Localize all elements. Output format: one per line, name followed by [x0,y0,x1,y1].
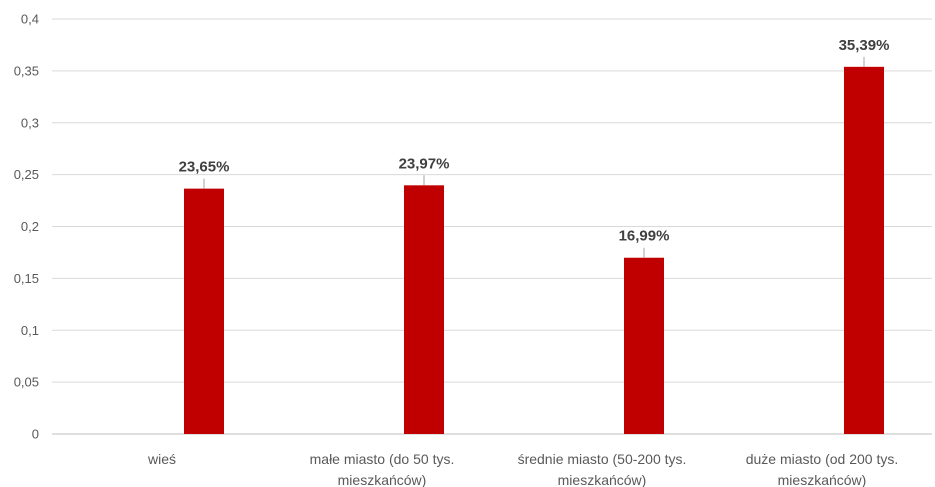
x-category-label-line: średnie miasto (50-200 tys. [518,451,687,467]
y-tick-label: 0,1 [21,323,39,338]
bar [624,257,664,434]
data-label: 23,97% [399,155,450,172]
bar [404,185,444,434]
data-label: 23,65% [179,159,230,176]
x-category-label: średnie miasto (50-200 tys. mieszkańców) [518,451,687,487]
data-label: 16,99% [619,228,670,245]
x-category-label-line: wieś [147,451,176,467]
y-tick-label: 0,3 [21,115,39,130]
y-tick-label: 0 [32,427,39,442]
y-tick-label: 0,05 [14,375,39,390]
x-category-label-line: małe miasto (do 50 tys. [310,451,455,467]
bar [844,66,884,435]
x-category-label-line: mieszkańców) [338,472,427,487]
y-tick-label: 0,15 [14,271,39,286]
bar [184,188,224,434]
x-category-label: duże miasto (od 200 tys. mieszkańców) [746,451,899,487]
data-label: 35,39% [839,37,890,54]
x-category-label: wieś [147,451,176,467]
x-category-label: małe miasto (do 50 tys. mieszkańców) [310,451,455,487]
x-category-label-line: mieszkańców) [558,472,647,487]
y-tick-label: 0,2 [21,219,39,234]
x-category-label-line: duże miasto (od 200 tys. [746,451,899,467]
y-tick-label: 0,25 [14,167,39,182]
y-tick-label: 0,35 [14,63,39,78]
y-tick-label: 0,4 [21,12,39,27]
x-category-label-line: mieszkańców) [778,472,867,487]
